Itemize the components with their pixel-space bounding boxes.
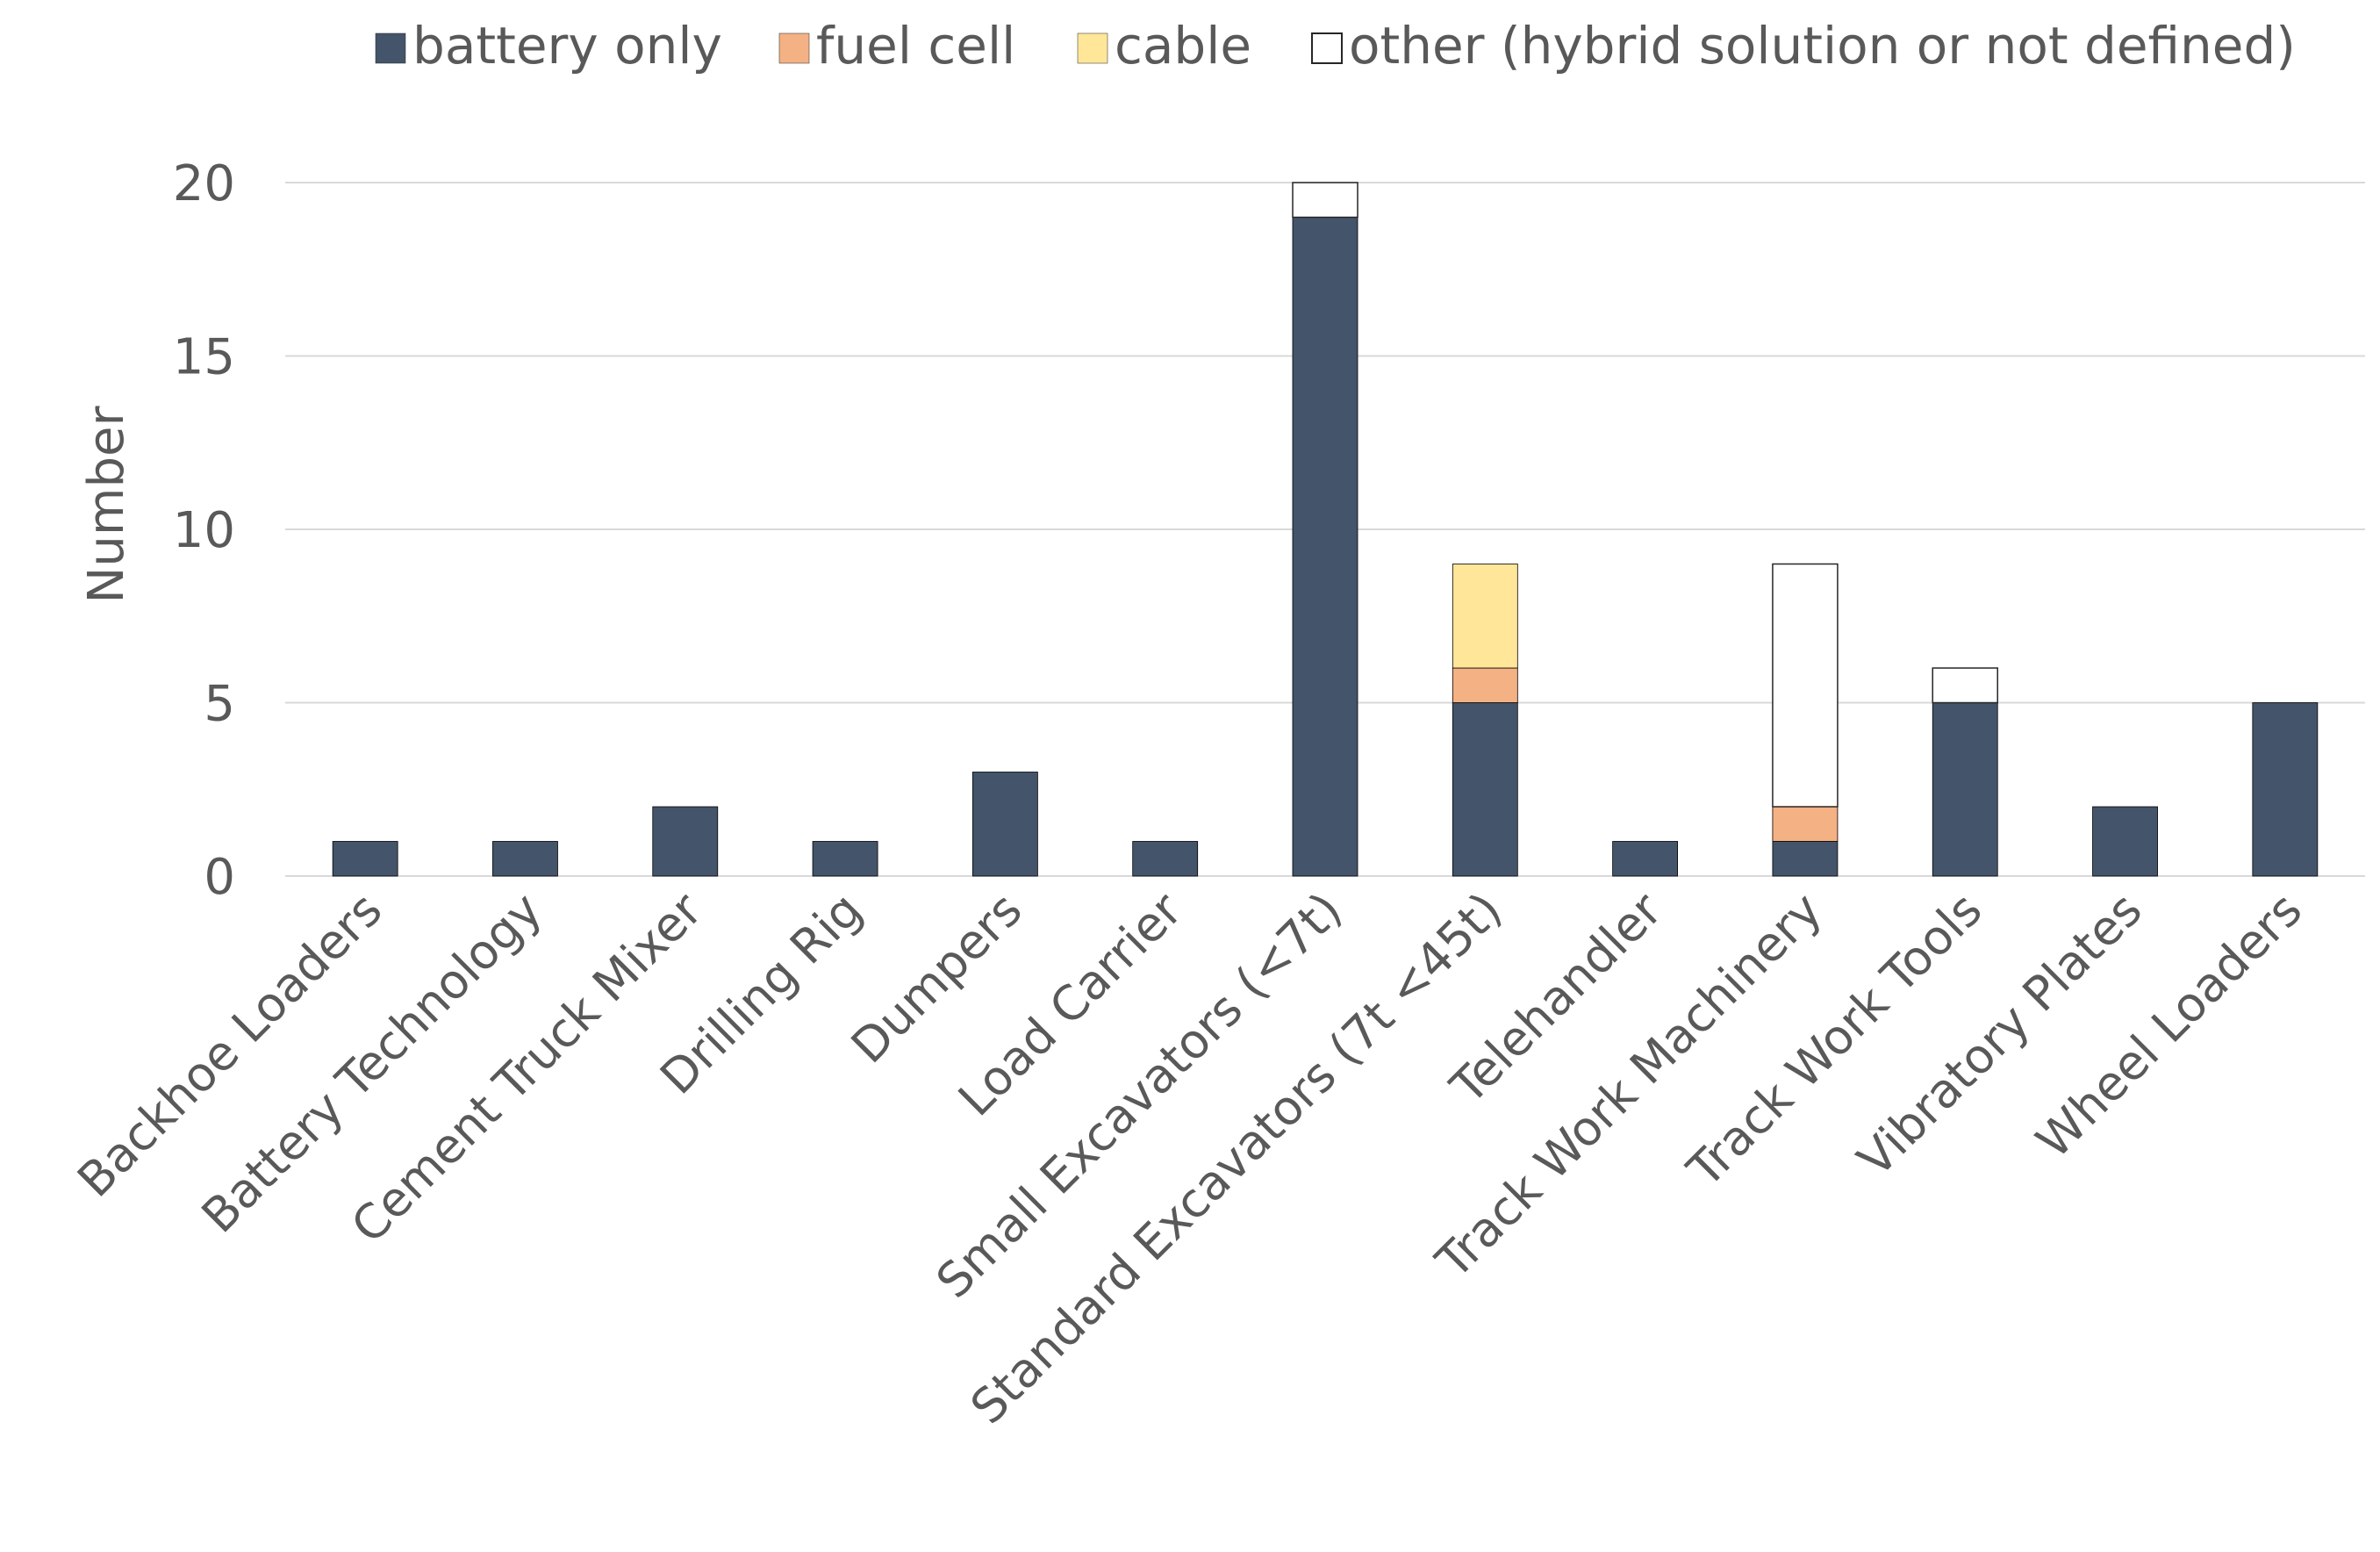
bar-segment bbox=[971, 772, 1038, 877]
y-tick-label: 5 bbox=[204, 676, 235, 733]
y-axis-title: Number bbox=[78, 406, 135, 604]
y-tick-label: 0 bbox=[204, 849, 235, 906]
legend-swatch bbox=[375, 32, 406, 64]
bar-segment bbox=[1772, 806, 1839, 842]
legend-label: fuel cell bbox=[816, 16, 1015, 75]
bar-segment bbox=[1292, 217, 1358, 877]
bar-segment bbox=[1932, 667, 1998, 704]
bar-segment bbox=[2252, 702, 2319, 877]
legend-label: other (hybrid solution or not defined) bbox=[1349, 16, 2296, 75]
bar-segment bbox=[812, 841, 878, 877]
bar-segment bbox=[1452, 564, 1518, 669]
x-category-label: Backhoe Loaders bbox=[67, 882, 392, 1208]
x-category-label: Track Work Tools bbox=[1676, 882, 1992, 1198]
bar-segment bbox=[1132, 841, 1199, 877]
y-axis-ticks: 0 5 10 15 20 bbox=[173, 155, 235, 906]
y-tick-label: 10 bbox=[173, 502, 235, 559]
bars bbox=[332, 182, 2319, 877]
x-category-label: Wheel Loaders bbox=[2025, 882, 2312, 1169]
bar-segment bbox=[2092, 806, 2158, 877]
bar-segment bbox=[1772, 563, 1839, 808]
legend-label: cable bbox=[1115, 16, 1251, 75]
bar-segment bbox=[1292, 182, 1358, 219]
bar-segment bbox=[1452, 667, 1518, 703]
bar-segment bbox=[652, 806, 719, 877]
bar-segment bbox=[1612, 841, 1679, 877]
y-tick-label: 20 bbox=[173, 155, 235, 212]
bar-segment bbox=[1452, 702, 1518, 877]
legend-swatch bbox=[1077, 32, 1108, 64]
bar-segment bbox=[332, 841, 398, 877]
legend-swatch bbox=[778, 32, 810, 64]
legend-swatch bbox=[1311, 32, 1343, 64]
bar-segment bbox=[1772, 841, 1839, 877]
bar-segment bbox=[492, 841, 558, 877]
legend: battery only fuel cell cable other (hybrid … bbox=[375, 16, 2296, 75]
x-category-label: Vibratory Plates bbox=[1847, 882, 2153, 1188]
bar-segment bbox=[1932, 702, 1998, 877]
y-tick-label: 15 bbox=[173, 329, 235, 386]
legend-label: battery only bbox=[412, 16, 722, 75]
